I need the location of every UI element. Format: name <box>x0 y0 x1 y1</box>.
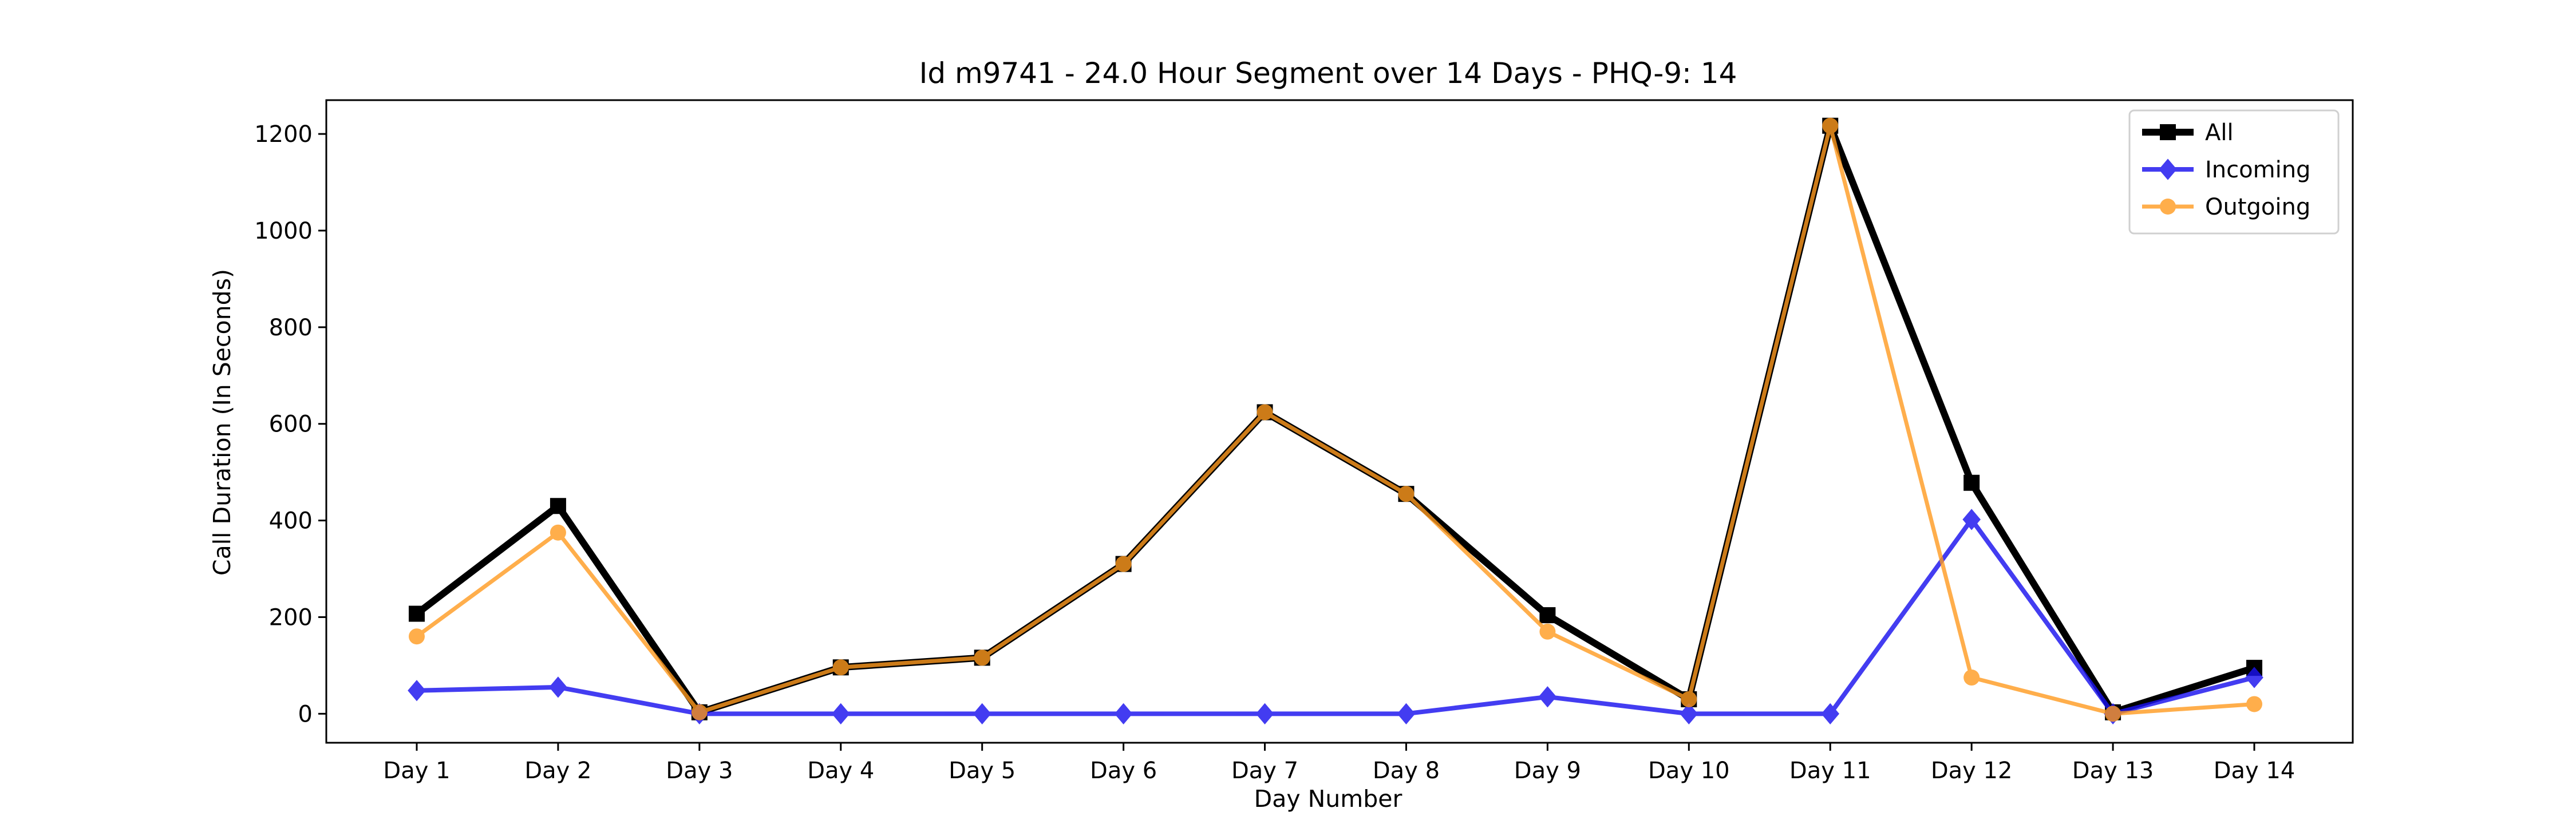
plot-area: 0 200 400 600 800 1000 1200 Day 1 Day 2 Day 3 Day … <box>254 99 2354 784</box>
data-point: Day 2: 430 <box>550 498 566 514</box>
y-tick-label: 1200 <box>254 121 313 148</box>
data-point: Day 2: 55 <box>549 676 567 698</box>
data-point: Day 14: 20 <box>2246 696 2262 712</box>
x-tick-label: Day 7 <box>1231 758 1298 784</box>
plot-frame <box>325 99 2354 744</box>
series-line <box>416 517 2255 716</box>
data-point: Day 4: 96 <box>832 659 849 676</box>
y-tick-label: 200 <box>269 604 313 631</box>
data-point: Day 9: 35 <box>1538 686 1557 708</box>
y-axis-label: Call Duration (In Seconds) <box>208 269 236 576</box>
data-point: Day 8: 455 <box>1398 486 1415 502</box>
data-point: Day 12: 402 <box>1962 509 1981 530</box>
legend-swatch-marker <box>2159 159 2177 180</box>
data-point: Day 1: 48 <box>408 680 426 702</box>
series-outgoing: Day 1: 160 Day 2: 375 Day 3: 3 Day 4: 96 Day… <box>409 117 2262 722</box>
legend-swatch-marker <box>2160 199 2176 215</box>
x-tick-label: Day 2 <box>524 758 591 784</box>
data-point: Day 1: 160 <box>409 628 425 645</box>
data-point: Day 10: 30 <box>1681 691 1697 708</box>
data-point: Day 3: 3 <box>691 704 708 720</box>
data-point: Day 2: 375 <box>550 524 566 541</box>
y-tick-label: 800 <box>269 315 313 341</box>
data-point: Day 9: 170 <box>1539 623 1556 640</box>
series-line <box>414 122 2255 716</box>
x-tick-label: Day 12 <box>1931 758 2013 784</box>
x-tick-label: Day 4 <box>807 758 874 784</box>
x-tick-label: Day 8 <box>1373 758 1440 784</box>
legend-entry <box>2142 199 2194 215</box>
x-tick-label: Day 10 <box>1648 758 1730 784</box>
x-axis-label: Day Number <box>1254 785 1402 813</box>
data-point: Day 5: 116 <box>974 649 990 666</box>
data-point: Day 12: 75 <box>1963 670 1980 686</box>
data-point: Day 13: 0 <box>2105 706 2121 722</box>
x-tick-label: Day 5 <box>949 758 1016 784</box>
data-point: Day 7: 0 <box>1255 703 1274 724</box>
y-tick-label: 400 <box>269 508 313 534</box>
data-point: Day 11: 0 <box>1821 703 1840 724</box>
x-tick-label: Day 13 <box>2072 758 2154 784</box>
data-point: Day 9: 204 <box>1539 607 1556 624</box>
y-tick-label: 600 <box>269 411 313 438</box>
legend-entry <box>2142 159 2194 180</box>
y-tick-label: 0 <box>298 701 313 727</box>
data-point: Day 5: 0 <box>973 703 991 724</box>
data-point: Day 8: 0 <box>1397 703 1416 724</box>
x-tick-label: Day 6 <box>1090 758 1157 784</box>
x-tick-label: Day 11 <box>1789 758 1871 784</box>
x-tick-label: Day 1 <box>383 758 450 784</box>
legend-box <box>2128 109 2340 235</box>
x-tick-label: Day 14 <box>2214 758 2296 784</box>
data-point: Day 10: 0 <box>1680 703 1698 724</box>
data-point: Day 12: 478 <box>1963 474 1980 491</box>
chart-title: Id m9741 - 24.0 Hour Segment over 14 Day… <box>919 57 1737 90</box>
data-point: Day 11: 1217 <box>1822 117 1839 134</box>
data-point: Day 6: 0 <box>1114 703 1133 724</box>
x-tick-label: Day 9 <box>1514 758 1581 784</box>
data-point: Day 1: 207 <box>409 605 425 622</box>
x-tick-label: Day 3 <box>666 758 733 784</box>
data-point: Day 14: 75 <box>2245 667 2263 688</box>
legend-entry <box>2142 124 2194 140</box>
legend: All Incoming Outgoing <box>2128 109 2340 235</box>
legend-label: All <box>2205 120 2234 146</box>
legend-swatch-marker <box>2160 124 2176 140</box>
series-line <box>415 124 2255 716</box>
data-point: Day 7: 624 <box>1257 404 1273 421</box>
data-point: Day 4: 0 <box>831 703 850 724</box>
legend-label: Outgoing <box>2205 194 2310 220</box>
legend-label: Incoming <box>2205 157 2310 183</box>
y-tick-label: 1000 <box>254 218 313 244</box>
data-point: Day 6: 310 <box>1115 556 1132 572</box>
